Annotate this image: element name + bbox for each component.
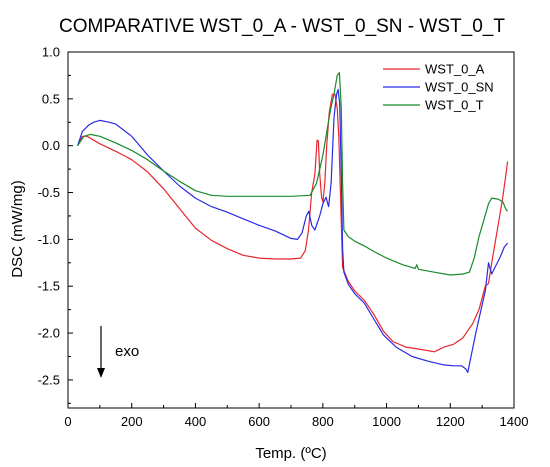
x-axis-title: Temp. (ºC) <box>255 445 326 462</box>
y-tick-label: 0.0 <box>42 138 60 153</box>
y-axis-title: DSC (mW/mg) <box>9 180 26 278</box>
legend-label: WST_0_T <box>425 98 484 113</box>
legend-label: WST_0_SN <box>425 80 494 95</box>
x-tick-label: 1000 <box>372 414 401 429</box>
x-tick-label: 800 <box>312 414 334 429</box>
legend-label: WST_0_A <box>425 62 485 77</box>
y-axis: 1.0 0.5 0.0 -0.5 -1.0 -1.5 -2.0 -2.5 <box>38 45 73 404</box>
exo-annotation: exo <box>97 326 139 378</box>
y-tick-label: -1.5 <box>38 279 60 294</box>
y-tick-label: -1.0 <box>38 232 60 247</box>
y-tick-label: 0.5 <box>42 91 60 106</box>
exo-arrow-head <box>97 368 105 378</box>
x-tick-label: 1400 <box>500 414 529 429</box>
y-tick-label: -2.5 <box>38 372 60 387</box>
legend: WST_0_A WST_0_SN WST_0_T <box>383 62 494 113</box>
x-tick-label: 1200 <box>436 414 465 429</box>
y-tick-label: -2.0 <box>38 326 60 341</box>
x-tick-label: 200 <box>121 414 143 429</box>
series-line-wst-0-t <box>77 72 509 276</box>
x-tick-label: 0 <box>64 414 71 429</box>
series-line-wst-0-sn <box>77 88 509 373</box>
x-tick-label: 400 <box>185 414 207 429</box>
y-tick-label: -0.5 <box>38 185 60 200</box>
y-tick-label: 1.0 <box>42 45 60 60</box>
x-axis: 0 200 400 600 800 1000 1200 1400 <box>64 403 528 429</box>
series-line-wst-0-a <box>77 93 509 353</box>
x-tick-label: 600 <box>248 414 270 429</box>
exo-label: exo <box>115 343 139 360</box>
series-lines <box>77 72 509 373</box>
chart-title: COMPARATIVE WST_0_A - WST_0_SN - WST_0_T <box>59 16 505 37</box>
